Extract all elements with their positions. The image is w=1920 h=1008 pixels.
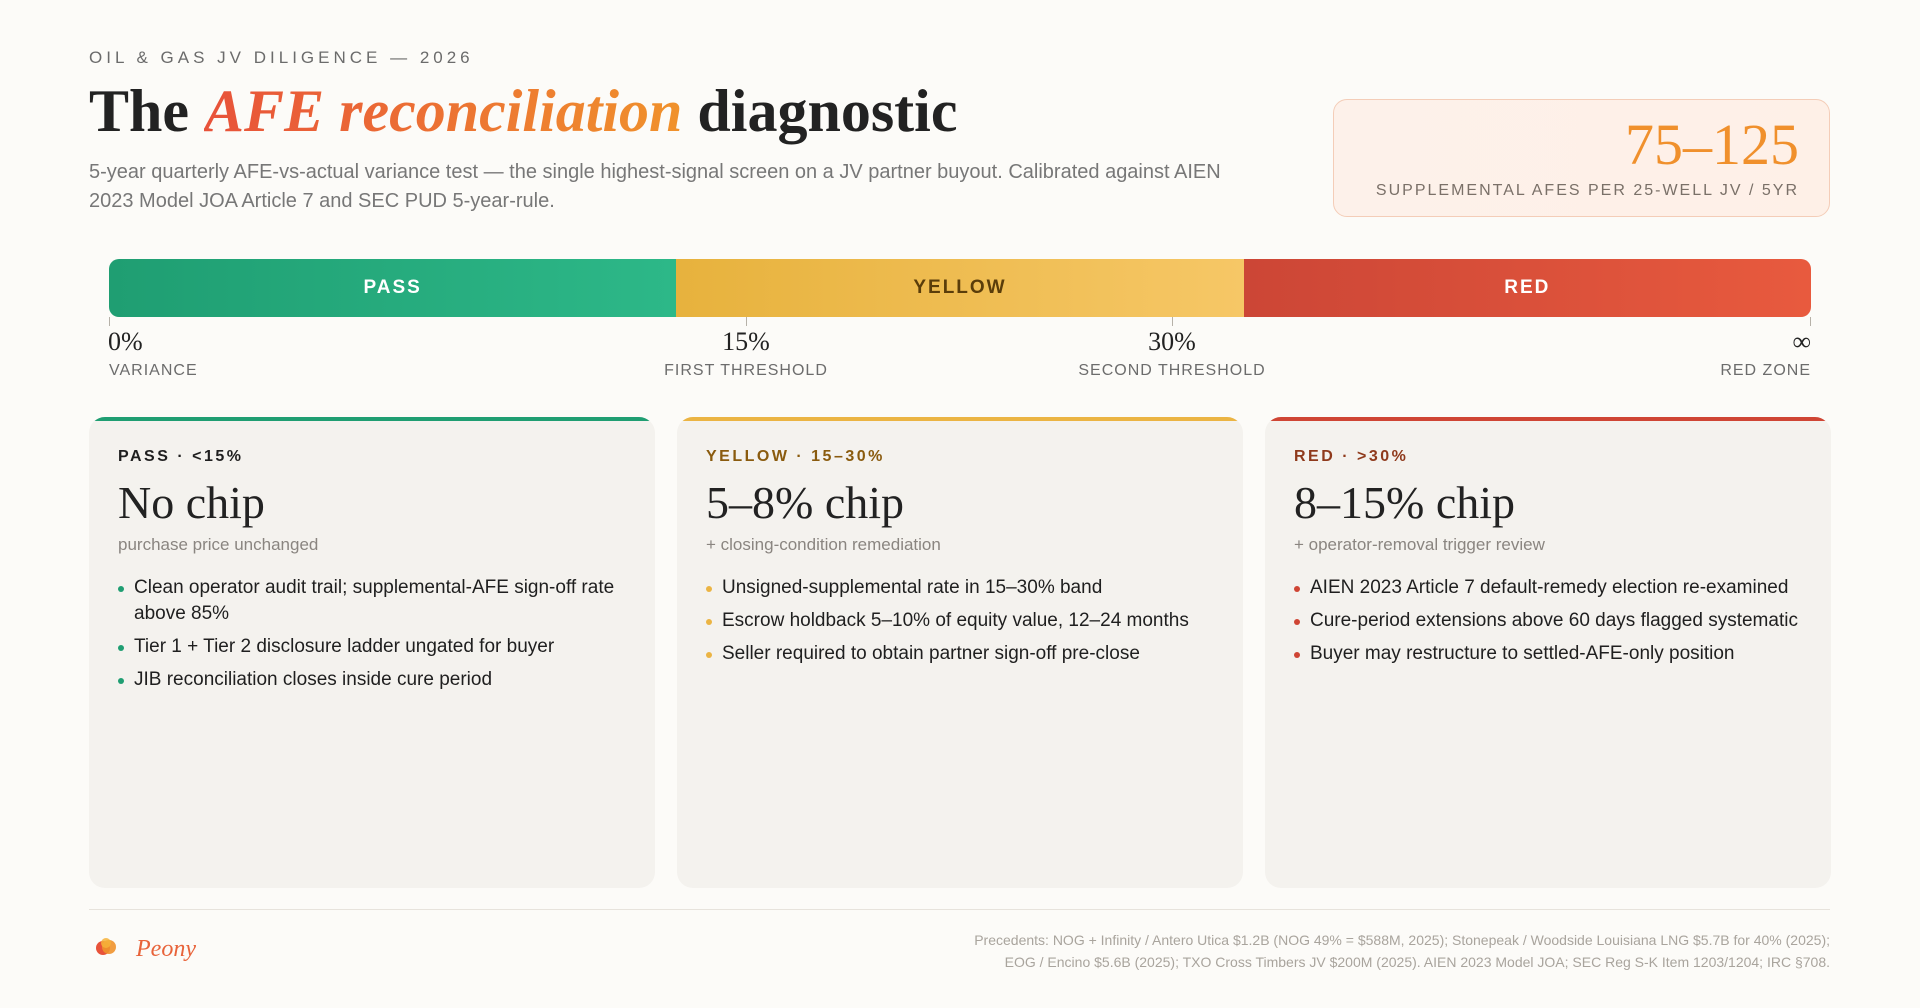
card-tag: RED · >30%	[1294, 448, 1409, 465]
list-item: Clean operator audit trail; supplemental…	[118, 575, 627, 627]
card-red: RED · >30% 8–15% chip + operator-removal…	[1265, 417, 1831, 888]
list-item-text: JIB reconciliation closes inside cure pe…	[134, 668, 493, 690]
card-headline: No chip	[118, 477, 265, 528]
card-yellow: YELLOW · 15–30% 5–8% chip + closing-cond…	[677, 417, 1243, 888]
card-list: Clean operator audit trail; supplemental…	[118, 575, 627, 693]
footnote-line: Precedents: NOG + Infinity / Antero Utic…	[974, 932, 1830, 948]
stat-card: 75–125 SUPPLEMENTAL AFES PER 25-WELL JV …	[1333, 99, 1830, 217]
tick-mark-inf	[1810, 317, 1811, 326]
card-tag: PASS · <15%	[118, 448, 244, 465]
list-item-text: Seller required to obtain partner sign-o…	[722, 642, 1140, 664]
tick-value-30: 30%	[1148, 327, 1196, 356]
card-subtitle: + operator-removal trigger review	[1294, 534, 1545, 554]
title-suffix: diagnostic	[697, 78, 958, 144]
segment-yellow: YELLOW	[676, 259, 1244, 317]
bullet-dot-icon	[706, 651, 712, 658]
list-item-text: Clean operator audit trail; supplemental…	[134, 576, 615, 624]
stat-label: SUPPLEMENTAL AFES PER 25-WELL JV / 5YR	[1375, 182, 1799, 199]
bullet-dot-icon	[118, 585, 124, 592]
footer-divider	[89, 909, 1830, 910]
list-item-text: Cure-period extensions above 60 days fla…	[1310, 609, 1798, 631]
list-item: Tier 1 + Tier 2 disclosure ladder ungate…	[118, 634, 627, 660]
list-item: Escrow holdback 5–10% of equity value, 1…	[706, 608, 1215, 634]
list-item: Seller required to obtain partner sign-o…	[706, 641, 1215, 667]
list-item: Cure-period extensions above 60 days fla…	[1294, 608, 1803, 634]
card-headline: 5–8% chip	[706, 477, 905, 528]
variance-scale-bar: PASS YELLOW RED	[109, 259, 1811, 317]
bullet-dot-icon	[118, 677, 124, 684]
title-prefix: The	[89, 78, 190, 144]
card-tag: YELLOW · 15–30%	[706, 448, 885, 465]
list-item: Unsigned-supplemental rate in 15–30% ban…	[706, 575, 1215, 601]
bullet-dot-icon	[1294, 618, 1300, 625]
tick-mark-30	[1172, 317, 1173, 326]
tick-label-15: FIRST THRESHOLD	[664, 362, 828, 379]
list-item-text: Buyer may restructure to settled-AFE-onl…	[1310, 642, 1735, 664]
stat-value: 75–125	[1625, 112, 1799, 177]
bullet-dot-icon	[1294, 585, 1300, 592]
eyebrow: OIL & GAS JV DILIGENCE — 2026	[89, 48, 474, 67]
card-pass: PASS · <15% No chip purchase price uncha…	[89, 417, 655, 888]
tick-label-0: VARIANCE	[109, 362, 198, 379]
card-headline: 8–15% chip	[1294, 477, 1516, 528]
card-list: Unsigned-supplemental rate in 15–30% ban…	[706, 575, 1215, 667]
footnote-line: EOG / Encino $5.6B (2025); TXO Cross Tim…	[1004, 954, 1830, 970]
tick-label-30: SECOND THRESHOLD	[1078, 362, 1266, 379]
card-list: AIEN 2023 Article 7 default-remedy elect…	[1294, 575, 1803, 667]
bullet-dot-icon	[1294, 651, 1300, 658]
list-item-text: Escrow holdback 5–10% of equity value, 1…	[722, 609, 1189, 631]
card-subtitle: + closing-condition remediation	[706, 534, 941, 554]
list-item-text: Tier 1 + Tier 2 disclosure ladder ungate…	[134, 635, 555, 657]
bullet-dot-icon	[706, 618, 712, 625]
list-item: Buyer may restructure to settled-AFE-onl…	[1294, 641, 1803, 667]
list-item: AIEN 2023 Article 7 default-remedy elect…	[1294, 575, 1803, 601]
page-title: The AFE reconciliation diagnostic	[89, 78, 957, 144]
card-subtitle: purchase price unchanged	[118, 534, 319, 554]
bullet-dot-icon	[118, 644, 124, 651]
segment-pass: PASS	[109, 259, 677, 317]
tick-value-15: 15%	[722, 327, 770, 356]
title-accent: AFE reconciliation	[204, 78, 683, 144]
bullet-dot-icon	[706, 585, 712, 592]
list-item: JIB reconciliation closes inside cure pe…	[118, 667, 627, 693]
tick-mark-0	[109, 317, 110, 326]
segment-red: RED	[1243, 259, 1811, 317]
brand-name: Peony	[136, 936, 196, 962]
tick-label-red-zone: RED ZONE	[1720, 362, 1811, 379]
tick-value-0: 0%	[108, 327, 143, 356]
peony-logo-icon	[96, 938, 116, 955]
list-item-text: Unsigned-supplemental rate in 15–30% ban…	[722, 576, 1103, 598]
list-item-text: AIEN 2023 Article 7 default-remedy elect…	[1310, 576, 1789, 598]
page-subtitle: 5-year quarterly AFE-vs-actual variance …	[89, 161, 1221, 212]
tick-mark-15	[746, 317, 747, 326]
tick-value-infinity: ∞	[1792, 327, 1811, 356]
precedents-footnote: Precedents: NOG + Infinity / Antero Utic…	[830, 929, 1830, 973]
